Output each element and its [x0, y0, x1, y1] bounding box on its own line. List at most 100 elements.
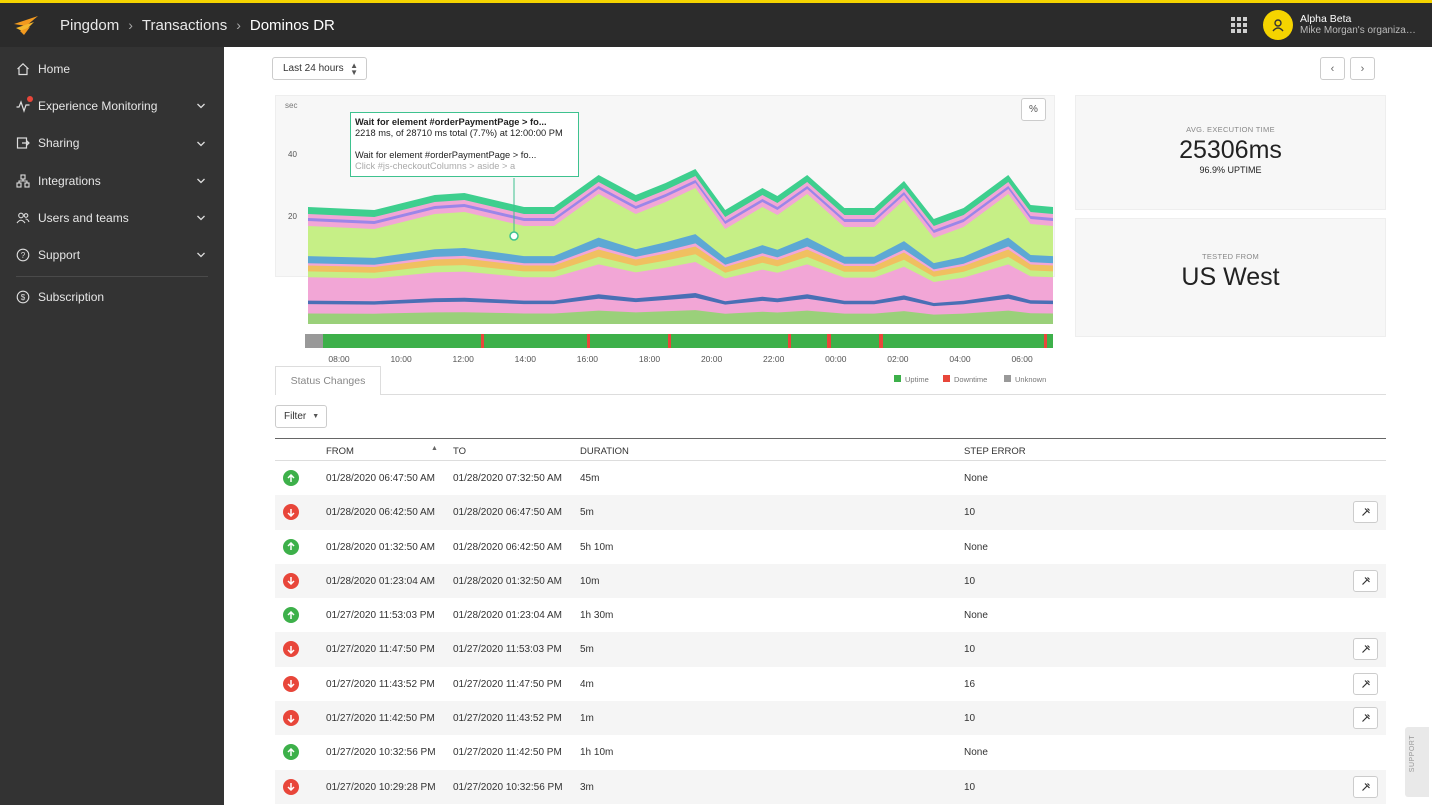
status-down-icon	[283, 572, 299, 589]
sidebar-item-subscription[interactable]: $ Subscription	[0, 279, 224, 316]
sidebar-item-label: Sharing	[38, 136, 80, 151]
support-label: SUPPORT	[1409, 735, 1416, 773]
cell-from: 01/28/2020 01:32:50 AM	[326, 541, 435, 553]
cell-duration: 5m	[580, 644, 594, 656]
chart-svg: sec 40 20 08:00 10:00 12:00 14:00 16:00 18:00 20:…	[285, 101, 1053, 384]
sidebar-item-sharing[interactable]: Sharing	[0, 125, 224, 162]
percent-toggle-button[interactable]: %	[1021, 98, 1046, 121]
table-row: 01/27/2020 10:32:56 PM 01/27/2020 11:42:5…	[275, 735, 1386, 769]
x-tick-label: 00:00	[825, 354, 847, 364]
avatar[interactable]	[1263, 10, 1293, 40]
notification-dot	[27, 96, 33, 103]
legend-label: Uptime	[905, 375, 929, 384]
cell-duration: 5h 10m	[580, 541, 614, 553]
breadcrumb-pingdom[interactable]: Pingdom	[60, 16, 120, 34]
x-tick-label: 18:00	[639, 354, 661, 364]
table-row: 01/27/2020 11:53:03 PM 01/28/2020 01:23:0…	[275, 598, 1386, 632]
help-icon: ?	[15, 247, 31, 263]
status-down-icon	[283, 641, 299, 658]
legend-swatch	[1004, 375, 1011, 382]
svg-text:$: $	[21, 293, 26, 302]
cell-to: 01/28/2020 06:42:50 AM	[453, 541, 562, 553]
tools-icon	[1361, 576, 1370, 585]
sidebar-item-users-and-teams[interactable]: Users and teams	[0, 199, 224, 236]
x-tick-label: 20:00	[701, 354, 723, 364]
cell-step-error: None	[964, 747, 988, 759]
x-tick-label: 04:00	[949, 354, 971, 364]
table-row: 01/28/2020 06:47:50 AM 01/28/2020 07:32:5…	[275, 461, 1386, 495]
x-tick-label: 16:00	[577, 354, 599, 364]
y-axis-unit: sec	[285, 101, 297, 110]
tooltip-line2: Wait for element #orderPaymentPage > fo.…	[355, 150, 537, 160]
legend-label: Unknown	[1015, 375, 1046, 384]
debug-tools-button[interactable]	[1353, 672, 1378, 695]
status-bar-downtime	[668, 334, 671, 348]
dollar-icon: $	[15, 289, 31, 305]
debug-tools-button[interactable]	[1353, 638, 1378, 661]
cell-step-error: 16	[964, 678, 976, 690]
app-grid-icon[interactable]	[1231, 17, 1247, 33]
top-bar: Pingdom › Transactions › Dominos DR Alph…	[0, 3, 1432, 47]
time-range-select[interactable]: Last 24 hours ▲ ▼	[272, 57, 367, 80]
sidebar-item-integrations[interactable]: Integrations	[0, 162, 224, 199]
cell-step-error: 10	[964, 575, 976, 587]
sidebar-divider	[16, 275, 208, 277]
sort-asc-icon[interactable]: ▲	[431, 445, 438, 452]
filter-button[interactable]: Filter ▼	[275, 405, 327, 428]
sidebar-item-support[interactable]: ? Support	[0, 236, 224, 273]
tooltip-line3: Click #js-checkoutColumns > aside > a	[355, 161, 516, 171]
status-bar-downtime	[788, 334, 791, 348]
debug-tools-button[interactable]	[1353, 501, 1378, 524]
cell-from: 01/27/2020 11:47:50 PM	[326, 644, 435, 656]
chart-area-band	[308, 310, 1053, 324]
cell-step-error: None	[964, 473, 988, 484]
avg-execution-card: AVG. EXECUTION TIME 25306ms 96.9% UPTIME	[1075, 95, 1386, 210]
table-row: 01/27/2020 11:42:50 PM 01/27/2020 11:43:5…	[275, 701, 1386, 736]
cell-from: 01/27/2020 10:32:56 PM	[326, 747, 436, 759]
solarwinds-logo[interactable]	[6, 3, 46, 47]
cell-duration: 45m	[580, 473, 600, 484]
status-bar-downtime	[587, 334, 590, 348]
debug-tools-button[interactable]	[1353, 775, 1378, 798]
debug-tools-button[interactable]	[1353, 707, 1378, 730]
prev-period-button[interactable]: ‹	[1320, 57, 1345, 80]
user-menu[interactable]: Alpha Beta Mike Morgan's organizatio...	[1300, 13, 1418, 37]
status-bar-unknown	[305, 334, 323, 348]
status-bar-downtime	[1044, 334, 1047, 348]
column-header-duration[interactable]: DURATION	[580, 446, 629, 457]
sidebar-item-home[interactable]: Home	[0, 50, 224, 87]
tools-icon	[1361, 645, 1370, 654]
cell-to: 01/27/2020 11:53:03 PM	[453, 644, 562, 656]
avg-execution-label: AVG. EXECUTION TIME	[1186, 125, 1275, 134]
caret-down-icon: ▼	[312, 413, 320, 420]
x-tick-label: 02:00	[887, 354, 909, 364]
debug-tools-button[interactable]	[1353, 569, 1378, 592]
y-tick-label: 20	[288, 212, 297, 221]
tools-icon	[1361, 714, 1370, 723]
tooltip-title: Wait for element #orderPaymentPage > fo.…	[355, 117, 547, 127]
chevron-down-icon	[196, 249, 206, 263]
cell-from: 01/28/2020 01:23:04 AM	[326, 575, 435, 587]
support-tab[interactable]: SUPPORT	[1405, 727, 1429, 797]
sidebar-item-label: Users and teams	[38, 210, 129, 225]
cell-duration: 10m	[580, 575, 600, 587]
legend-swatch	[943, 375, 950, 382]
column-header-to[interactable]: TO	[453, 446, 467, 457]
next-period-button[interactable]: ›	[1350, 57, 1375, 80]
user-org: Mike Morgan's organizatio...	[1300, 25, 1418, 36]
legend-label: Downtime	[954, 375, 987, 384]
svg-text:?: ?	[21, 251, 26, 260]
column-header-from[interactable]: FROM	[326, 446, 354, 457]
breadcrumb-transactions[interactable]: Transactions	[141, 16, 228, 34]
tested-from-value: US West	[1181, 263, 1280, 291]
x-tick-label: 14:00	[515, 354, 537, 364]
breadcrumb-current: Dominos DR	[249, 16, 335, 34]
sidebar-item-experience-monitoring[interactable]: Experience Monitoring	[0, 87, 224, 124]
chevron-right-icon: ›	[1360, 62, 1365, 75]
top-accent-stripe	[0, 0, 1432, 3]
y-tick-label: 40	[288, 150, 297, 159]
tab-status-changes[interactable]: Status Changes	[275, 366, 381, 395]
cell-duration: 4m	[580, 678, 594, 690]
column-header-step-error[interactable]: STEP ERROR	[964, 446, 1026, 457]
status-down-icon	[283, 710, 299, 727]
